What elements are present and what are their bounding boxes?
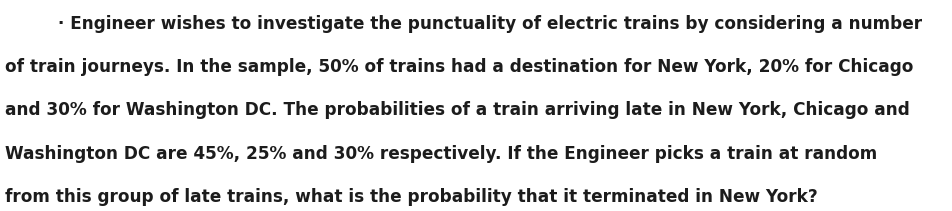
Text: · Engineer wishes to investigate the punctuality of electric trains by consideri: · Engineer wishes to investigate the pun… [5, 15, 922, 33]
Text: from this group of late trains, what is the probability that it terminated in Ne: from this group of late trains, what is … [5, 188, 818, 206]
Text: and 30% for Washington DC. The probabilities of a train arriving late in New Yor: and 30% for Washington DC. The probabili… [5, 101, 909, 119]
Text: of train journeys. In the sample, 50% of trains had a destination for New York, : of train journeys. In the sample, 50% of… [5, 58, 913, 76]
Text: Washington DC are 45%, 25% and 30% respectively. If the Engineer picks a train a: Washington DC are 45%, 25% and 30% respe… [5, 145, 877, 162]
